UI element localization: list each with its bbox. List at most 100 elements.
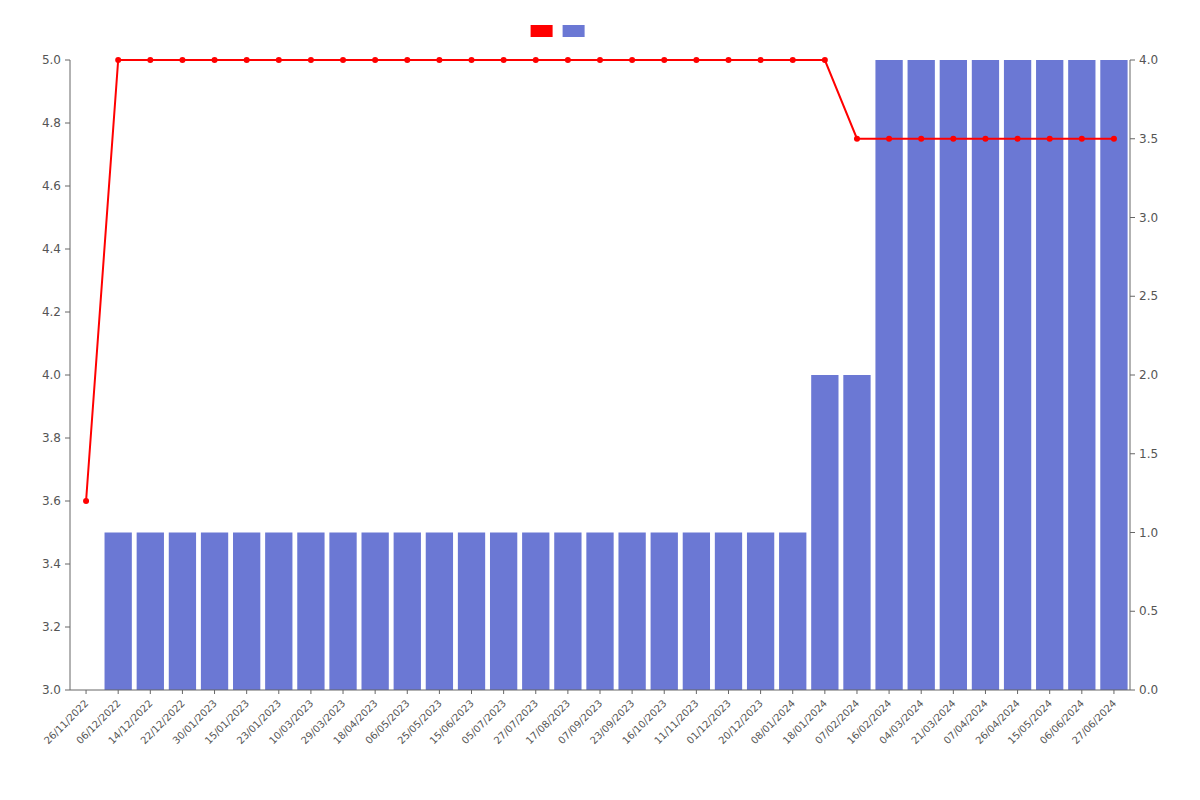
tick-mark: [1130, 375, 1135, 376]
bar: [1036, 60, 1063, 690]
x-tick-mark: [150, 690, 151, 694]
line-marker: [629, 57, 635, 63]
x-tick-mark: [118, 690, 119, 694]
x-tick-mark: [728, 690, 729, 694]
bar: [811, 375, 838, 690]
tick-mark: [65, 249, 70, 250]
tick-mark: [1130, 60, 1135, 61]
tick-label: 5.0: [42, 53, 61, 67]
tick-label: 4.6: [42, 179, 61, 193]
x-tick-mark: [535, 690, 536, 694]
tick-label: 0.0: [1139, 683, 1158, 697]
tick-mark: [1130, 690, 1135, 691]
line-marker: [404, 57, 410, 63]
line-marker: [950, 136, 956, 142]
x-tick-mark: [921, 690, 922, 694]
tick-mark: [1130, 611, 1135, 612]
bar: [618, 533, 645, 691]
tick-mark: [65, 375, 70, 376]
line-marker: [147, 57, 153, 63]
x-tick-mark: [567, 690, 568, 694]
bar: [586, 533, 613, 691]
x-tick-mark: [760, 690, 761, 694]
x-tick-label: 27/06/2024: [1070, 698, 1119, 747]
x-tick-mark: [632, 690, 633, 694]
x-tick-mark: [343, 690, 344, 694]
bar: [972, 60, 999, 690]
tick-label: 3.5: [1139, 132, 1158, 146]
line-marker: [436, 57, 442, 63]
x-tick-mark: [407, 690, 408, 694]
tick-label: 1.0: [1139, 526, 1158, 540]
line: [86, 60, 1114, 501]
line-marker: [501, 57, 507, 63]
x-tick-mark: [503, 690, 504, 694]
tick-mark: [65, 312, 70, 313]
bar: [875, 60, 902, 690]
line-marker: [83, 498, 89, 504]
bar: [394, 533, 421, 691]
tick-mark: [1130, 138, 1135, 139]
line-marker: [661, 57, 667, 63]
line-marker: [212, 57, 218, 63]
tick-label: 2.0: [1139, 368, 1158, 382]
x-tick-mark: [278, 690, 279, 694]
bar: [362, 533, 389, 691]
line-marker: [1047, 136, 1053, 142]
tick-label: 3.8: [42, 431, 61, 445]
legend-swatch: [531, 25, 553, 37]
x-tick-mark: [439, 690, 440, 694]
line-marker: [886, 136, 892, 142]
line-marker: [725, 57, 731, 63]
line-marker: [1079, 136, 1085, 142]
x-tick-mark: [792, 690, 793, 694]
bar: [1004, 60, 1031, 690]
line-marker: [1015, 136, 1021, 142]
tick-label: 3.4: [42, 557, 61, 571]
tick-label: 4.4: [42, 242, 61, 256]
bar: [169, 533, 196, 691]
bar: [779, 533, 806, 691]
line-marker: [822, 57, 828, 63]
tick-label: 2.5: [1139, 289, 1158, 303]
tick-mark: [65, 438, 70, 439]
tick-label: 0.5: [1139, 604, 1158, 618]
x-tick-mark: [471, 690, 472, 694]
legend-swatch: [563, 25, 585, 37]
tick-mark: [65, 123, 70, 124]
x-tick-mark: [375, 690, 376, 694]
tick-mark: [1130, 296, 1135, 297]
x-tick-mark: [889, 690, 890, 694]
bar: [265, 533, 292, 691]
x-tick-mark: [86, 690, 87, 694]
line-marker: [244, 57, 250, 63]
x-tick-mark: [1049, 690, 1050, 694]
tick-mark: [1130, 453, 1135, 454]
line-marker: [790, 57, 796, 63]
tick-label: 4.2: [42, 305, 61, 319]
bar: [426, 533, 453, 691]
bar: [843, 375, 870, 690]
plot-area: [83, 57, 1128, 690]
line-marker: [372, 57, 378, 63]
bar: [715, 533, 742, 691]
x-tick-mark: [310, 690, 311, 694]
x-tick-mark: [214, 690, 215, 694]
bar: [105, 533, 132, 691]
tick-label: 4.8: [42, 116, 61, 130]
line-marker: [179, 57, 185, 63]
bar: [554, 533, 581, 691]
tick-mark: [65, 60, 70, 61]
line-marker: [693, 57, 699, 63]
line-marker: [1111, 136, 1117, 142]
line-marker: [854, 136, 860, 142]
line-marker: [597, 57, 603, 63]
tick-label: 3.6: [42, 494, 61, 508]
tick-mark: [65, 564, 70, 565]
bar: [1068, 60, 1095, 690]
bar: [297, 533, 324, 691]
x-tick-mark: [856, 690, 857, 694]
bar: [908, 60, 935, 690]
x-tick-mark: [664, 690, 665, 694]
tick-label: 3.2: [42, 620, 61, 634]
